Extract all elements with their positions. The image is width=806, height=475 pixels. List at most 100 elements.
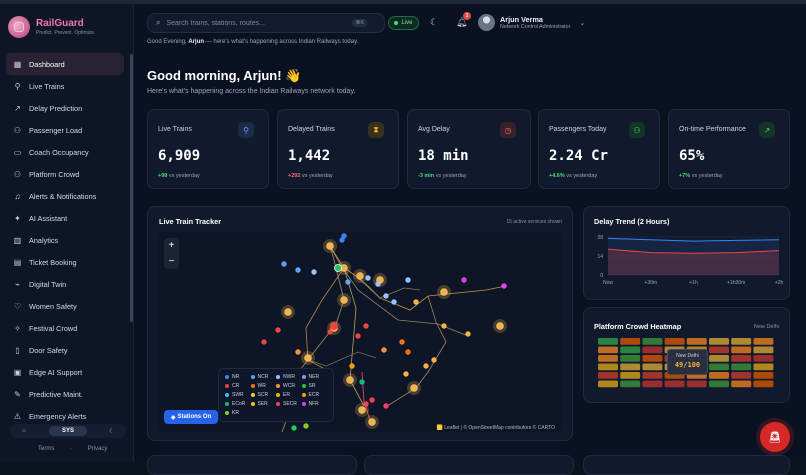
sidebar-item-ticket-booking[interactable]: ▤ Ticket Booking <box>6 251 124 273</box>
sidebar-item-live-trains[interactable]: ⚲ Live Trains <box>6 75 124 97</box>
station-dot[interactable] <box>369 397 375 403</box>
station-dot[interactable] <box>311 269 317 275</box>
train-marker[interactable] <box>440 288 448 296</box>
station-dot[interactable] <box>381 347 387 353</box>
heatmap-cell[interactable] <box>753 338 774 345</box>
heatmap-cell[interactable] <box>731 363 752 371</box>
heatmap-cell[interactable] <box>642 372 663 379</box>
heatmap-cell[interactable] <box>753 372 774 379</box>
heatmap-cell[interactable] <box>753 380 774 388</box>
heatmap-cell[interactable] <box>664 380 685 388</box>
sidebar-item-ai-assistant[interactable]: ✦ AI Assistant <box>6 207 124 229</box>
station-dot[interactable] <box>295 349 301 355</box>
search-bar[interactable]: ⌕ ⌘K <box>147 13 385 33</box>
live-status-pill[interactable]: Live <box>388 16 419 30</box>
train-marker[interactable] <box>346 376 354 384</box>
stat-card-live-trains[interactable]: Live Trains ⚲ 6,909 +99 vs yesterday <box>147 109 269 189</box>
heatmap-cell[interactable] <box>731 346 752 354</box>
heatmap-cell[interactable] <box>709 372 729 379</box>
train-marker[interactable] <box>326 242 334 250</box>
station-dot[interactable] <box>441 323 447 329</box>
sidebar-item-analytics[interactable]: ▥ Analytics <box>6 229 124 251</box>
sidebar-item-alerts-notifications[interactable]: ♫ Alerts & Notifications <box>6 185 124 207</box>
heatmap-cell[interactable] <box>753 346 774 354</box>
stat-card-on-time-performance[interactable]: On-time Performance ↗ 65% +7% vs yesterday <box>668 109 790 189</box>
sidebar-item-coach-occupancy[interactable]: ▭ Coach Occupancy <box>6 141 124 163</box>
station-dot[interactable] <box>383 293 389 299</box>
map-canvas[interactable] <box>158 232 562 432</box>
station-dot[interactable] <box>275 327 281 333</box>
station-dot[interactable] <box>339 237 345 243</box>
sidebar-item-delay-prediction[interactable]: ↗ Delay Prediction <box>6 97 124 119</box>
bell-icon[interactable]: 🔔︎ <box>456 17 468 27</box>
sidebar-item-digital-twin[interactable]: ⌁ Digital Twin <box>6 273 124 295</box>
heatmap-cell[interactable] <box>620 372 641 379</box>
heatmap-cell[interactable] <box>598 346 618 354</box>
heatmap-cell[interactable] <box>709 338 729 345</box>
heatmap-cell[interactable] <box>753 355 774 362</box>
theme-light-button[interactable]: ☼ <box>21 428 27 434</box>
privacy-link[interactable]: Privacy <box>87 446 108 452</box>
station-dot[interactable] <box>365 275 371 281</box>
station-dot[interactable] <box>375 281 381 287</box>
train-marker[interactable] <box>334 264 342 272</box>
moon-icon[interactable]: ☾ <box>430 17 439 27</box>
station-dot[interactable] <box>501 283 507 289</box>
sidebar-item-dashboard[interactable]: ▦ Dashboard <box>6 53 124 75</box>
brand[interactable]: RailGuard Predict. Prevent. Optimize. <box>8 16 95 38</box>
heatmap-cell[interactable] <box>731 380 752 388</box>
sidebar-scrollbar[interactable] <box>130 54 133 322</box>
theme-dark-button[interactable]: ☾ <box>109 428 115 435</box>
heatmap-cell[interactable] <box>642 380 663 388</box>
heatmap-cell[interactable] <box>620 355 641 362</box>
heatmap-cell[interactable] <box>620 363 641 371</box>
heatmap-cell[interactable] <box>686 338 707 345</box>
train-marker[interactable] <box>496 322 504 330</box>
heatmap-cell[interactable] <box>620 338 641 345</box>
station-dot[interactable] <box>391 299 397 305</box>
user-menu[interactable]: Arjun Verma Network Control Administrato… <box>478 14 585 31</box>
heatmap-cell[interactable] <box>642 363 663 371</box>
station-dot[interactable] <box>295 267 301 273</box>
train-marker[interactable] <box>284 308 292 316</box>
station-dot[interactable] <box>341 233 347 239</box>
heatmap-cell[interactable] <box>598 355 618 362</box>
station-dot[interactable] <box>261 339 267 345</box>
train-marker[interactable] <box>368 418 376 426</box>
sidebar-item-door-safety[interactable]: ▯ Door Safety <box>6 339 124 361</box>
heatmap-cell[interactable] <box>642 338 663 345</box>
heatmap-cell[interactable] <box>709 346 729 354</box>
heatmap-cell[interactable] <box>598 380 618 388</box>
stations-toggle-button[interactable]: ◈ Stations On <box>164 410 218 424</box>
heatmap-cell[interactable] <box>709 355 729 362</box>
train-marker[interactable] <box>356 272 364 280</box>
heatmap-cell[interactable] <box>731 338 752 345</box>
train-marker[interactable] <box>410 384 418 392</box>
station-dot[interactable] <box>363 401 369 407</box>
station-dot[interactable] <box>465 331 471 337</box>
zoom-in-button[interactable]: + <box>168 240 175 252</box>
heatmap-cell[interactable] <box>709 380 729 388</box>
zoom-out-button[interactable]: − <box>168 255 175 267</box>
stat-card-delayed-trains[interactable]: Delayed Trains ⧗ 1,442 +292 vs yesterday <box>277 109 399 189</box>
heatmap-cell[interactable] <box>642 346 663 354</box>
station-dot[interactable] <box>405 277 411 283</box>
stat-card-avg-delay[interactable]: Avg Delay ◷ 18 min -3 min vs yesterday <box>407 109 531 189</box>
sidebar-item-emergency-alerts[interactable]: ⚠ Emergency Alerts <box>6 405 124 427</box>
station-dot[interactable] <box>383 403 389 409</box>
station-dot[interactable] <box>345 279 351 285</box>
heatmap-cell[interactable] <box>620 380 641 388</box>
train-map[interactable]: + − NR NCR NWR NER CR WR WCR SR SWR SCR ER ECR ECoR S… <box>158 232 562 432</box>
heatmap-cell[interactable] <box>686 380 707 388</box>
heatmap-cell[interactable] <box>731 372 752 379</box>
sidebar-item-passenger-load[interactable]: ⚇ Passenger Load <box>6 119 124 141</box>
theme-system-button[interactable]: SYS <box>49 426 87 436</box>
station-dot[interactable] <box>349 363 355 369</box>
station-dot[interactable] <box>405 349 411 355</box>
sidebar-item-platform-crowd[interactable]: ⚇ Platform Crowd <box>6 163 124 185</box>
station-dot[interactable] <box>413 299 419 305</box>
train-marker[interactable] <box>358 406 366 414</box>
station-dot[interactable] <box>291 425 297 431</box>
sidebar-item-predictive-maint[interactable]: ✎ Predictive Maint. <box>6 383 124 405</box>
terms-link[interactable]: Terms <box>38 446 55 452</box>
